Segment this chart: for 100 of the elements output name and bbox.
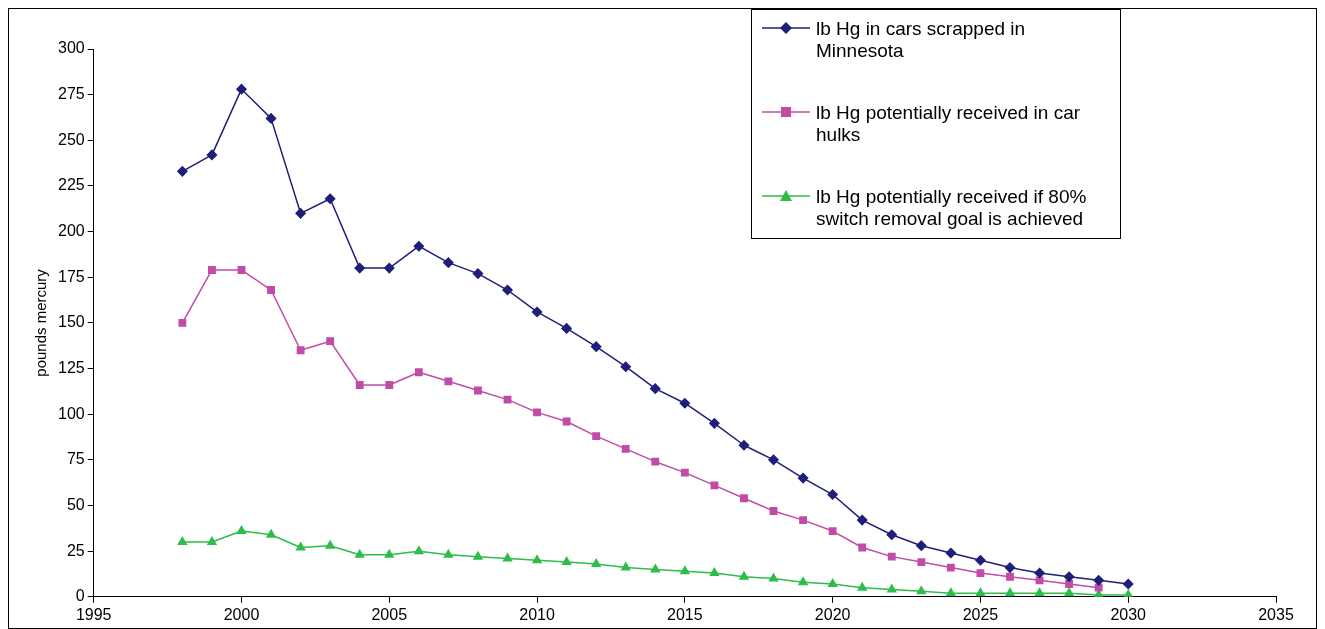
point [266, 529, 276, 538]
y-tick-label: 25 [66, 541, 85, 559]
y-tick-label: 250 [57, 130, 85, 148]
point [503, 395, 512, 404]
point [1034, 587, 1045, 597]
x-tick-label: 2035 [1258, 605, 1294, 623]
point [946, 563, 955, 572]
x-tick-label: 1995 [75, 605, 112, 623]
y-tick-label: 0 [75, 587, 85, 605]
point [680, 565, 690, 575]
point [562, 417, 571, 426]
legend-label: lb Hg in cars scrapped in Minnesota [816, 18, 1027, 62]
point [384, 262, 395, 274]
point [769, 507, 778, 515]
point [798, 576, 808, 586]
point [975, 587, 986, 597]
x-tick-label: 2020 [814, 605, 851, 623]
point [916, 540, 927, 551]
point [533, 408, 541, 417]
point [709, 567, 720, 577]
point [591, 558, 601, 567]
point [976, 569, 985, 577]
x-tick-label: 2025 [962, 605, 999, 623]
point [295, 208, 306, 219]
point [354, 262, 365, 274]
point [945, 547, 957, 559]
point [502, 553, 513, 562]
point [621, 562, 631, 571]
point [325, 540, 335, 549]
point [324, 193, 336, 204]
point [857, 582, 867, 591]
point [267, 286, 275, 294]
point [1093, 575, 1104, 586]
y-tick-label: 225 [57, 176, 85, 194]
point [887, 552, 896, 561]
point [384, 549, 394, 558]
point [709, 418, 720, 429]
point [1122, 578, 1134, 590]
point [444, 377, 453, 386]
y-tick-label: 50 [66, 495, 85, 513]
point [236, 525, 247, 535]
point [887, 584, 897, 593]
point [650, 564, 660, 573]
point [946, 587, 956, 597]
point [265, 113, 277, 124]
point [178, 318, 187, 327]
point [443, 257, 454, 268]
point [296, 346, 305, 355]
point [710, 481, 719, 490]
point [768, 454, 779, 466]
point [177, 166, 188, 177]
x-tick-label: 2010 [519, 605, 555, 623]
point [472, 268, 484, 279]
point [1063, 571, 1075, 582]
point [473, 551, 483, 560]
y-tick-label: 275 [57, 85, 85, 103]
point [1034, 567, 1045, 579]
point [680, 468, 689, 477]
point [355, 381, 364, 389]
point [828, 527, 837, 535]
point [502, 284, 513, 296]
point [1005, 587, 1015, 597]
point [740, 494, 748, 503]
point [768, 573, 779, 582]
legend-label: lb Hg potentially received if 80% switch removal goal is achieved [816, 186, 1088, 230]
point [975, 555, 986, 566]
point [414, 545, 424, 555]
y-tick-label: 200 [57, 222, 85, 240]
y-tick-label: 100 [57, 404, 85, 422]
point [236, 83, 247, 95]
point [474, 386, 482, 395]
point [326, 337, 335, 346]
point [827, 578, 838, 588]
x-tick-label: 2030 [1110, 605, 1147, 623]
point [679, 397, 691, 409]
point [443, 549, 454, 558]
y-tick-label: 125 [57, 358, 85, 376]
y-tick-label: 300 [57, 39, 85, 57]
point [739, 571, 749, 580]
y-axis-title: pounds mercury [32, 268, 50, 377]
point [592, 432, 601, 441]
point [355, 549, 365, 558]
point [532, 555, 542, 564]
point [917, 558, 926, 567]
x-tick-label: 2005 [371, 605, 408, 623]
point [1064, 587, 1074, 597]
point [385, 381, 394, 389]
point [916, 586, 926, 595]
point [237, 266, 246, 274]
y-tick-label: 150 [57, 313, 85, 331]
x-tick-label: 2015 [667, 605, 703, 623]
point [1004, 562, 1016, 573]
point [414, 368, 423, 377]
point [207, 266, 216, 274]
point [738, 439, 750, 451]
point [295, 542, 306, 551]
point [207, 536, 217, 546]
point [561, 556, 572, 566]
legend-label: lb Hg potentially received in car hulks [816, 102, 1082, 146]
point [858, 543, 867, 552]
